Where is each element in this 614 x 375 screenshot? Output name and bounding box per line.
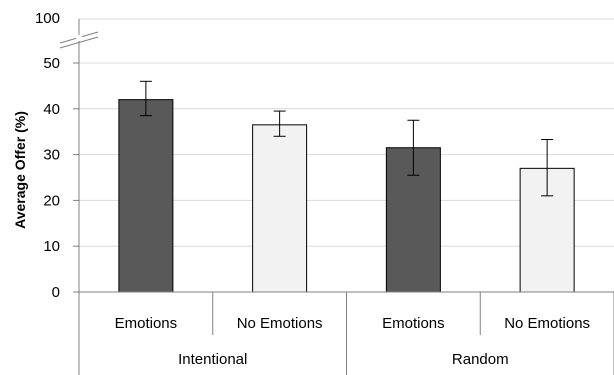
- x-category-labels: Emotions No Emotions Emotions No Emotions In…: [115, 315, 590, 368]
- y-tick-label: 50: [43, 55, 60, 72]
- axes: [59, 19, 614, 375]
- bar: [118, 99, 174, 293]
- x-category-label: Emotions: [382, 315, 445, 332]
- axis-break-mark: [59, 36, 99, 49]
- bars: [118, 99, 575, 293]
- y-tick-label: 0: [52, 284, 60, 301]
- x-group-label: Intentional: [178, 351, 247, 368]
- error-bars: [139, 80, 554, 197]
- y-tick-label: 20: [43, 192, 60, 209]
- y-tick-labels: 0 10 20 30 40 50 100: [35, 10, 60, 301]
- x-category-label: No Emotions: [237, 315, 323, 332]
- x-group-label: Random: [452, 351, 509, 368]
- y-tick-label: 30: [43, 147, 60, 164]
- y-tick-label: 40: [43, 101, 60, 118]
- bar: [252, 124, 308, 293]
- x-category-label: Emotions: [115, 315, 178, 332]
- x-category-label: No Emotions: [504, 315, 590, 332]
- y-tick-label: 10: [43, 238, 60, 255]
- y-axis-label: Average Offer (%): [12, 111, 28, 229]
- axis-break-gap: [76, 35, 82, 41]
- y-tick-label-top: 100: [35, 10, 60, 27]
